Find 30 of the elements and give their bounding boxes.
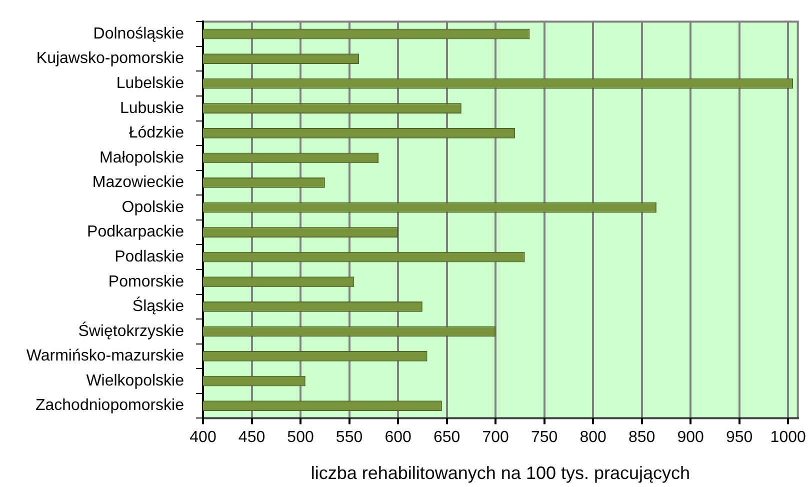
y-tick-label: Warmińsko-mazurskie — [26, 348, 184, 365]
x-tick-label: 750 — [530, 429, 558, 446]
y-tick-label: Wielkopolskie — [86, 372, 184, 390]
y-tick-label: Kujawsko-pomorskie — [36, 50, 184, 68]
x-tick-label: 1000 — [770, 429, 806, 446]
y-tick-label: Opolskie — [122, 198, 184, 216]
x-tick-label: 400 — [190, 429, 216, 446]
x-axis-title: liczba rehabilitowanych na 100 tys. pracujących — [310, 463, 690, 484]
y-tick-label: Dolnośląskie — [93, 25, 184, 42]
x-tick-label: 700 — [482, 429, 509, 446]
x-tick-label: 900 — [677, 429, 704, 446]
y-tick-label: Podlaskie — [114, 248, 184, 266]
x-tick-label: 500 — [287, 429, 314, 446]
x-tick-label: 650 — [433, 429, 460, 446]
y-tick-label: Łódzkie — [128, 124, 184, 142]
y-tick-label: Mazowieckie — [92, 174, 184, 192]
x-tick-label: 800 — [580, 429, 607, 446]
x-tick-label: 850 — [628, 429, 656, 446]
y-tick-label: Zachodniopomorskie — [35, 397, 184, 414]
y-tick-label: Lubelskie — [116, 74, 184, 92]
x-tick-label: 450 — [238, 429, 266, 446]
y-tick-label: Podkarpackie — [87, 224, 184, 241]
x-tick-label: 600 — [384, 429, 412, 446]
x-tick-label: 550 — [336, 429, 363, 446]
y-tick-label: Małopolskie — [100, 149, 184, 166]
y-tick-label: Świętokrzyskie — [78, 320, 184, 340]
x-tick-label: 950 — [726, 429, 753, 446]
y-tick-label: Pomorskie — [108, 273, 184, 290]
y-tick-label: Śląskie — [132, 296, 184, 316]
y-tick-label: Lubuskie — [120, 100, 184, 117]
